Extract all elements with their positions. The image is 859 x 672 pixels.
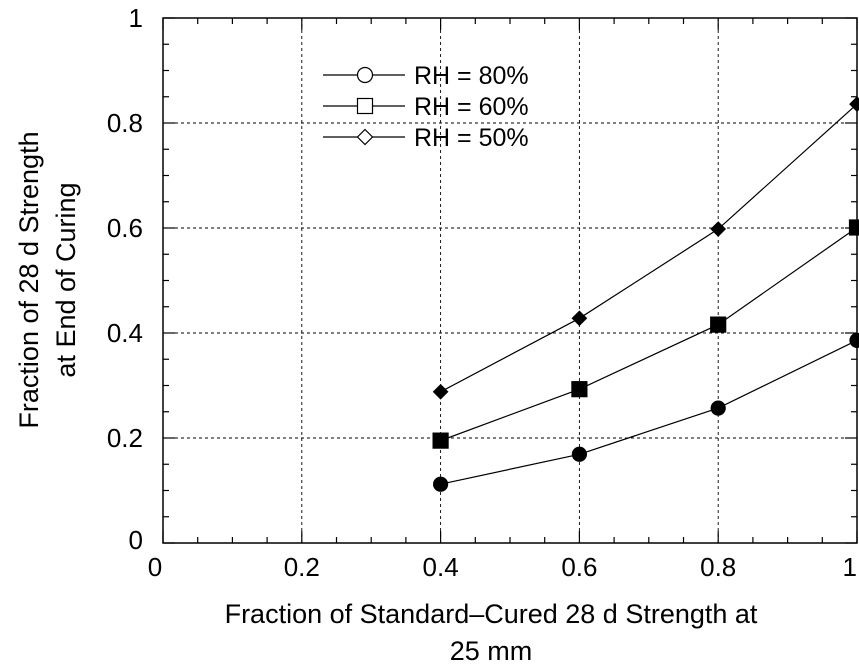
series-layer — [432, 96, 859, 492]
x-tick-label: 0.6 — [561, 552, 597, 582]
legend-entry: RH = 50% — [323, 124, 529, 152]
y-tick-label: 0.2 — [107, 423, 143, 453]
data-point — [571, 310, 588, 327]
legend-marker — [356, 128, 374, 146]
data-point — [710, 221, 727, 237]
y-tick-labels: 0 0.2 0.4 0.6 0.8 1 — [107, 3, 143, 555]
y-tick-label: 0 — [129, 525, 143, 555]
data-point — [432, 432, 449, 449]
legend-marker — [356, 66, 374, 84]
y-axis-title-line1: Fraction of 28 d Strength — [14, 131, 44, 428]
x-tick-label: 0 — [148, 552, 162, 582]
data-point — [848, 219, 859, 236]
legend-entry: RH = 60% — [323, 93, 529, 121]
series-line — [440, 103, 858, 393]
data-point — [710, 400, 726, 416]
y-tick-label: 0.4 — [107, 318, 143, 348]
plot-frame — [162, 17, 858, 544]
x-tick-label: 0.2 — [284, 552, 320, 582]
series-circle — [433, 332, 859, 492]
y-tick-label: 0.8 — [107, 108, 143, 138]
x-tick-label: 0.8 — [700, 552, 736, 582]
data-point — [571, 446, 588, 462]
series-square — [432, 219, 859, 449]
x-axis-title-line1: Fraction of Standard–Cured 28 d Strength… — [225, 599, 758, 629]
data-point — [849, 96, 859, 112]
legend-label: RH = 60% — [414, 93, 529, 121]
x-tick-labels: 0 0.2 0.4 0.6 0.8 1 — [148, 552, 857, 582]
series-line — [440, 226, 858, 442]
series-diamond — [432, 96, 859, 400]
data-point — [432, 383, 449, 400]
x-tick-label: 1 — [843, 552, 857, 582]
grid-lines — [163, 18, 857, 543]
data-point — [571, 381, 588, 398]
tick-marks — [162, 17, 858, 544]
data-point — [849, 332, 859, 348]
data-point — [433, 476, 449, 492]
y-tick-label: 1 — [129, 3, 143, 33]
data-point — [710, 316, 727, 333]
legend-label: RH = 50% — [414, 124, 529, 152]
legend-marker — [356, 97, 374, 115]
legend-label: RH = 80% — [414, 62, 529, 90]
x-tick-label: 0.4 — [423, 552, 459, 582]
x-axis-title-line2: 25 mm — [450, 636, 533, 666]
y-axis-title-line2: at End of Curing — [51, 182, 81, 377]
legend-entry: RH = 80% — [323, 62, 529, 90]
series-line — [440, 339, 858, 485]
y-tick-label: 0.6 — [107, 213, 143, 243]
legend: RH = 80% RH = 60% RH = 50% — [323, 62, 529, 152]
